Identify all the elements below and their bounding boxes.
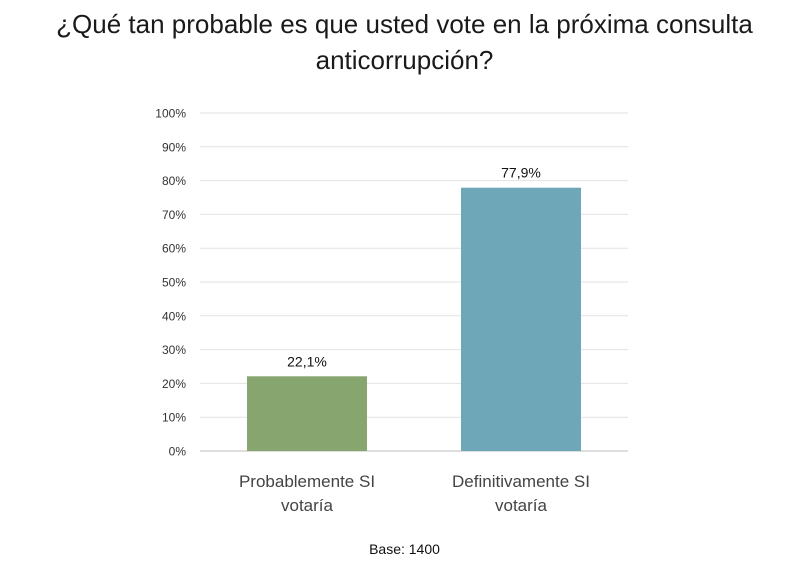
chart-title-line-1: ¿Qué tan probable es que usted vote en l…	[56, 9, 753, 39]
y-tick-label: 20%	[162, 377, 186, 391]
y-tick-label: 0%	[169, 445, 187, 459]
data-label: 22,1%	[287, 353, 327, 369]
data-label: 77,9%	[501, 165, 541, 181]
y-tick-label: 60%	[162, 242, 186, 256]
chart-title-line-2: anticorrupción?	[315, 45, 494, 75]
y-tick-label: 30%	[162, 343, 186, 357]
base-footnote: Base: 1400	[369, 541, 440, 557]
y-tick-label: 80%	[162, 174, 186, 188]
bar	[247, 376, 367, 451]
y-tick-label: 40%	[162, 309, 186, 323]
x-tick-label: Definitivamente SI	[452, 472, 590, 491]
bar	[461, 187, 581, 451]
chart-title: ¿Qué tan probable es que usted vote en l…	[0, 6, 809, 78]
x-tick-label: Probablemente SI	[239, 472, 375, 491]
y-tick-label: 100%	[155, 107, 186, 121]
y-tick-label: 70%	[162, 208, 186, 222]
y-tick-label: 10%	[162, 411, 186, 425]
x-tick-label: votaría	[495, 496, 548, 515]
y-tick-label: 50%	[162, 276, 186, 290]
x-tick-label: votaría	[281, 496, 334, 515]
y-tick-label: 90%	[162, 140, 186, 154]
